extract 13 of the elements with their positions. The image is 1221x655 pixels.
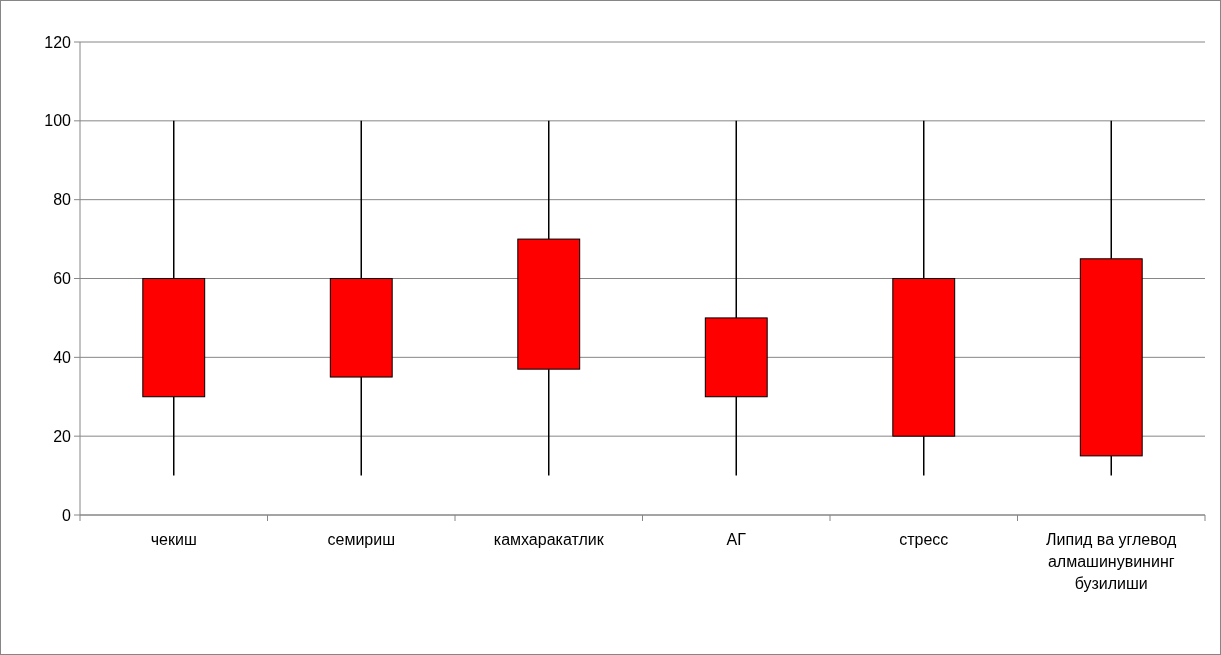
x-tick-label: семириш: [327, 531, 396, 548]
x-tick-label: стресс: [899, 531, 949, 548]
y-tick-label: 120: [44, 33, 72, 51]
x-tick-label: АГ: [726, 531, 747, 548]
y-tick-label: 20: [53, 427, 72, 445]
x-tick-label: чекиш: [150, 531, 197, 548]
y-tick-label: 0: [62, 506, 72, 524]
y-tick-label: 40: [53, 348, 72, 366]
y-tick-label: 80: [53, 191, 72, 209]
x-tick-label: Липид ва углевод алмашинувининг бузилиши: [1046, 531, 1178, 592]
x-tick-label: камхаракатлик: [493, 531, 605, 548]
y-tick-label: 100: [44, 112, 72, 130]
y-tick-label: 60: [53, 270, 72, 288]
